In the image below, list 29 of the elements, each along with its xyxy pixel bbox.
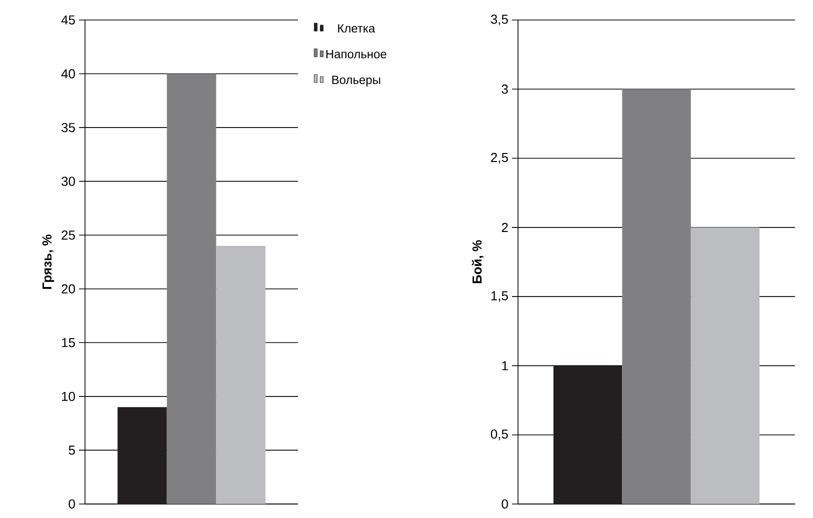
y-tick-label: 30 — [62, 176, 75, 186]
bar — [553, 366, 622, 504]
legend-label: Вольеры — [332, 76, 380, 86]
y-tick-label: 2,5 — [491, 152, 508, 164]
y-tick-label: 35 — [62, 122, 75, 132]
y-tick-label: 3 — [502, 84, 508, 94]
y-tick-label: 20 — [62, 284, 75, 294]
bar — [622, 89, 691, 504]
y-tick-label: 40 — [61, 69, 75, 78]
y-tick-label: 0 — [502, 499, 508, 509]
y-tick-label: 2 — [502, 222, 508, 232]
y-tick-label: 3,5 — [490, 14, 508, 26]
legend-label: Напольное — [326, 50, 386, 58]
y-tick-label: 45 — [61, 15, 75, 25]
y-tick-label: 1,5 — [491, 291, 508, 302]
y-tick-label: 0,5 — [490, 429, 508, 440]
bar — [118, 407, 167, 504]
y-axis-title: Грязь, % — [42, 234, 54, 289]
bar — [690, 227, 760, 504]
y-tick-label: 25 — [62, 230, 75, 240]
legend-label: Клетка — [338, 24, 376, 33]
y-tick-label: 10 — [62, 392, 75, 402]
bar — [166, 74, 216, 504]
y-tick-label: 1 — [502, 361, 508, 370]
y-tick-label: 0 — [68, 499, 75, 509]
y-axis-title: Бой, % — [472, 240, 484, 284]
bar — [216, 246, 266, 504]
y-tick-label: 5 — [68, 446, 75, 455]
y-tick-label: 15 — [62, 338, 75, 348]
